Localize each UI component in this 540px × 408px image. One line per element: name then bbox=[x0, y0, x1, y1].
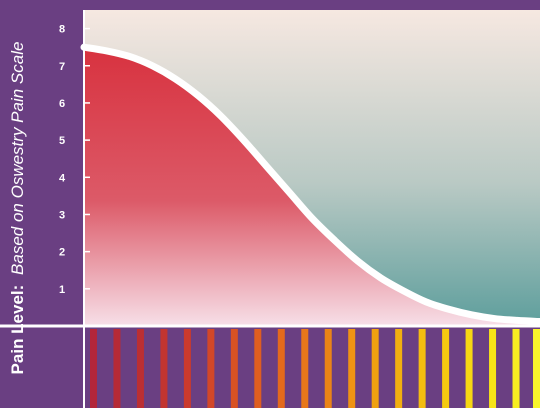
color-stripe-band bbox=[90, 329, 540, 408]
y-tick-label: 3 bbox=[59, 209, 65, 221]
color-stripe bbox=[371, 329, 379, 408]
y-axis-label: Pain Level: Based on Oswestry Pain Scale bbox=[8, 42, 27, 375]
y-tick-label: 4 bbox=[59, 172, 66, 184]
color-stripe bbox=[533, 329, 540, 408]
color-stripe bbox=[489, 329, 497, 408]
color-stripe bbox=[277, 329, 285, 408]
color-stripe bbox=[230, 329, 238, 408]
color-stripe bbox=[136, 329, 144, 408]
color-stripe bbox=[183, 329, 191, 408]
color-stripe bbox=[442, 329, 450, 408]
color-stripe bbox=[254, 329, 262, 408]
color-stripe bbox=[113, 329, 121, 408]
color-stripe bbox=[207, 329, 215, 408]
tick-layer: 1 2 3 4 5 6 7 8 bbox=[59, 24, 90, 296]
y-axis-label-bold: Pain Level: bbox=[8, 285, 27, 375]
color-stripe bbox=[465, 329, 473, 408]
color-stripe bbox=[418, 329, 426, 408]
y-tick-label: 5 bbox=[59, 135, 65, 147]
color-stripe bbox=[348, 329, 356, 408]
color-stripe bbox=[512, 329, 520, 408]
color-stripe bbox=[90, 329, 97, 408]
y-tick-label: 6 bbox=[59, 98, 65, 110]
y-tick-label: 2 bbox=[59, 247, 65, 259]
color-stripe bbox=[324, 329, 332, 408]
color-stripe bbox=[395, 329, 403, 408]
curve-layer bbox=[80, 43, 540, 327]
y-axis-label-italic: Based on Oswestry Pain Scale bbox=[8, 42, 27, 275]
y-tick-label: 7 bbox=[59, 61, 65, 73]
pain-area bbox=[84, 47, 540, 327]
pain-curve bbox=[80, 43, 540, 326]
color-stripe bbox=[301, 329, 309, 408]
color-stripe bbox=[160, 329, 168, 408]
y-tick-label: 8 bbox=[59, 24, 65, 36]
y-tick-label: 1 bbox=[59, 284, 65, 296]
